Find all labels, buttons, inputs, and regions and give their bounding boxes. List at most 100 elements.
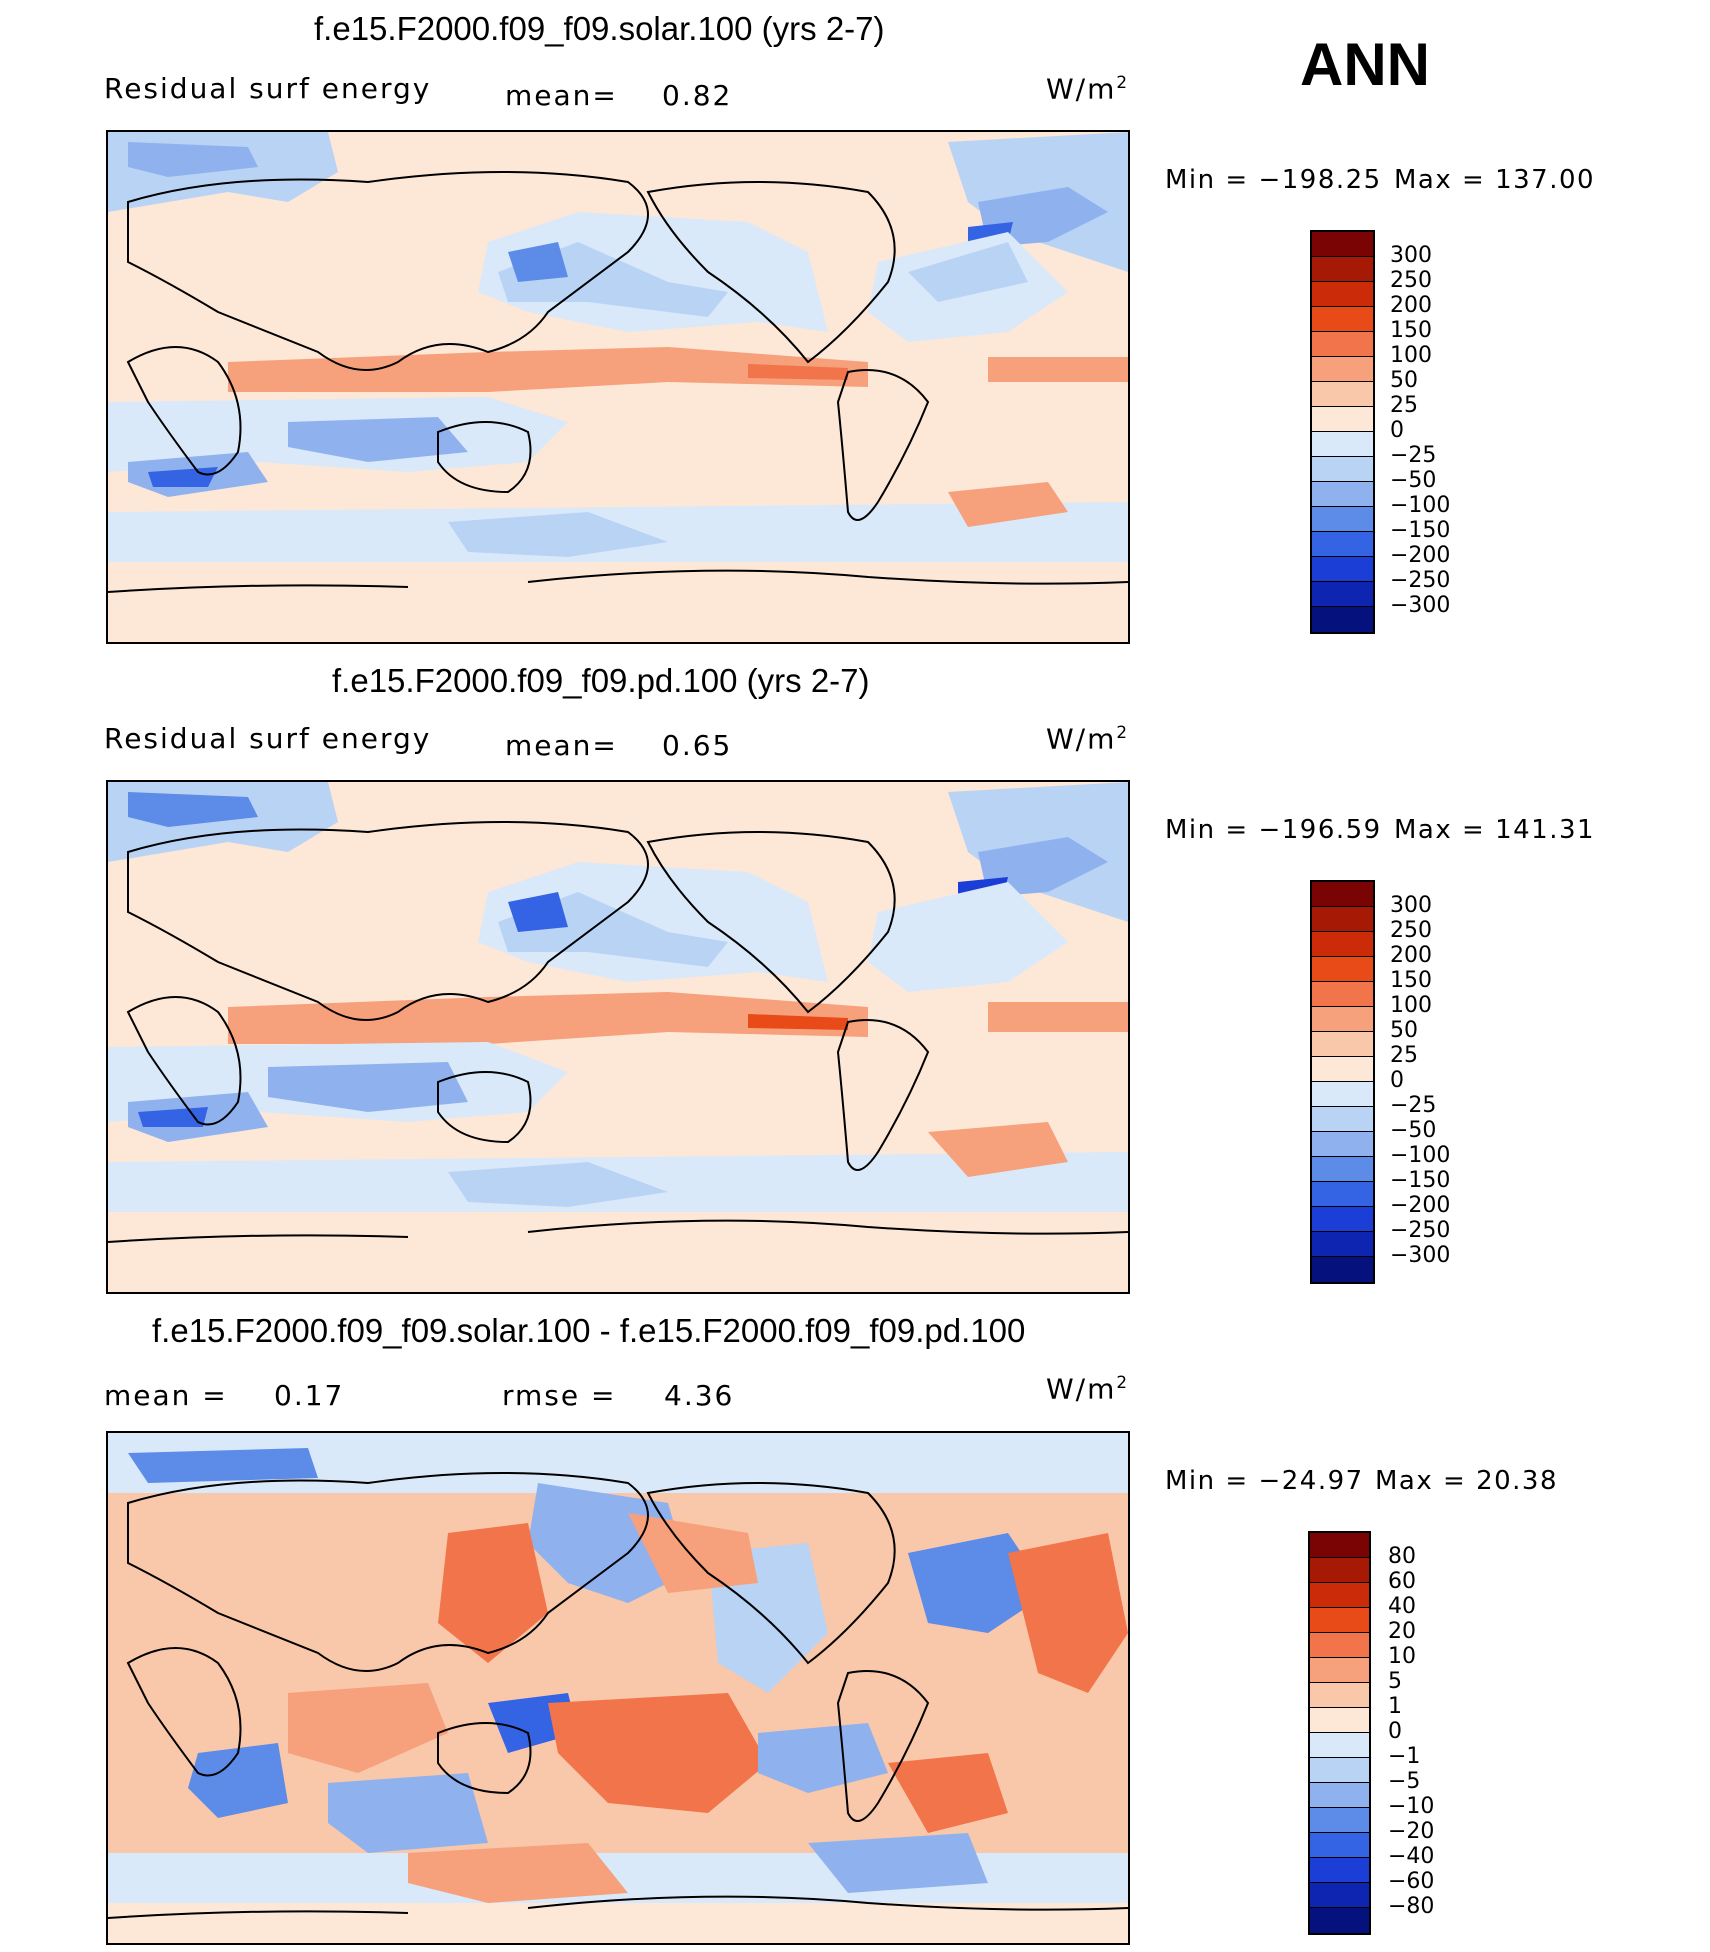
panel2-mean-label: mean= <box>505 729 618 762</box>
panel1-map <box>106 130 1130 644</box>
colorbar-swatch <box>1310 1908 1369 1933</box>
colorbar-swatch <box>1310 1658 1369 1683</box>
colorbar-tick-label: −300 <box>1390 593 1451 618</box>
panel1-mean-label: mean= <box>505 79 618 112</box>
colorbar-swatch <box>1312 557 1373 582</box>
colorbar-swatch <box>1310 1583 1369 1608</box>
panel1-title: f.e15.F2000.f09_f09.solar.100 (yrs 2-7) <box>314 10 885 47</box>
colorbar-swatch <box>1312 332 1373 357</box>
colorbar-swatch <box>1312 1182 1373 1207</box>
colorbar-tick-label: −300 <box>1390 1243 1451 1268</box>
colorbar-swatch <box>1312 432 1373 457</box>
colorbar-tick-label: −50 <box>1390 468 1437 493</box>
colorbar-swatch <box>1310 1608 1369 1633</box>
panel3-title: f.e15.F2000.f09_f09.solar.100 - f.e15.F2… <box>152 1312 1026 1349</box>
colorbar-swatch <box>1312 882 1373 907</box>
colorbar-tick-label: 0 <box>1388 1719 1402 1744</box>
colorbar-swatch <box>1310 1533 1369 1558</box>
colorbar-swatch <box>1312 532 1373 557</box>
colorbar-tick-label: 25 <box>1390 1043 1418 1068</box>
panel1-colorbar <box>1310 230 1375 634</box>
panel3-map <box>106 1431 1130 1945</box>
colorbar-swatch <box>1312 1107 1373 1132</box>
colorbar-tick-label: 100 <box>1390 343 1432 368</box>
colorbar-tick-label: −1 <box>1388 1744 1421 1769</box>
panel1-left-label: Residual surf energy <box>104 72 432 105</box>
colorbar-swatch <box>1312 1032 1373 1057</box>
colorbar-tick-label: 25 <box>1390 393 1418 418</box>
colorbar-tick-label: −80 <box>1388 1894 1435 1919</box>
colorbar-tick-label: 150 <box>1390 968 1432 993</box>
panel3-max: Max = 20.38 <box>1375 1466 1558 1496</box>
colorbar-tick-label: 50 <box>1390 368 1418 393</box>
colorbar-tick-label: 150 <box>1390 318 1432 343</box>
colorbar-swatch <box>1312 1007 1373 1032</box>
colorbar-swatch <box>1310 1558 1369 1583</box>
colorbar-swatch <box>1310 1858 1369 1883</box>
colorbar-swatch <box>1310 1708 1369 1733</box>
colorbar-tick-label: −250 <box>1390 568 1451 593</box>
colorbar-swatch <box>1312 982 1373 1007</box>
colorbar-tick-label: −5 <box>1388 1769 1421 1794</box>
colorbar-swatch <box>1312 1257 1373 1282</box>
colorbar-swatch <box>1312 1082 1373 1107</box>
panel3-mean-label: mean = <box>104 1379 228 1412</box>
colorbar-swatch <box>1312 482 1373 507</box>
panel3-mean-value: 0.17 <box>274 1379 345 1412</box>
colorbar-tick-label: −200 <box>1390 1193 1451 1218</box>
colorbar-swatch <box>1312 357 1373 382</box>
colorbar-tick-label: 100 <box>1390 993 1432 1018</box>
panel2-left-label: Residual surf energy <box>104 722 432 755</box>
panel2-units: W/m2 <box>1046 722 1130 756</box>
panel3-rmse-label: rmse = <box>502 1379 617 1412</box>
colorbar-tick-label: 200 <box>1390 293 1432 318</box>
panel2-map <box>106 780 1130 1294</box>
panel1-colorbar-labels: 300 250 200 150 100 50 25 0 −25 −50 −100 −150 −200 −2… <box>1390 243 1450 618</box>
colorbar-tick-label: −100 <box>1390 493 1451 518</box>
colorbar-tick-label: 250 <box>1390 918 1432 943</box>
colorbar-swatch <box>1312 1132 1373 1157</box>
panel1-units: W/m2 <box>1046 72 1130 106</box>
colorbar-tick-label: 10 <box>1388 1644 1416 1669</box>
colorbar-swatch <box>1312 407 1373 432</box>
colorbar-swatch <box>1312 457 1373 482</box>
colorbar-swatch <box>1312 507 1373 532</box>
colorbar-tick-label: −40 <box>1388 1844 1435 1869</box>
panel3-rmse-value: 4.36 <box>664 1379 735 1412</box>
panel2-title: f.e15.F2000.f09_f09.pd.100 (yrs 2-7) <box>332 662 870 699</box>
colorbar-swatch <box>1312 382 1373 407</box>
panel1-min: Min = −198.25 <box>1165 165 1382 195</box>
colorbar-tick-label: −60 <box>1388 1869 1435 1894</box>
panel1-mean-value: 0.82 <box>662 79 733 112</box>
colorbar-swatch <box>1310 1783 1369 1808</box>
colorbar-swatch <box>1310 1833 1369 1858</box>
colorbar-tick-label: 5 <box>1388 1669 1402 1694</box>
colorbar-tick-label: −10 <box>1388 1794 1435 1819</box>
season-label: ANN <box>1300 31 1430 98</box>
colorbar-swatch <box>1312 1207 1373 1232</box>
colorbar-tick-label: 200 <box>1390 943 1432 968</box>
colorbar-swatch <box>1312 582 1373 607</box>
panel3-colorbar <box>1308 1531 1371 1935</box>
panel3-colorbar-labels: 80 60 40 20 10 5 1 0 −1 −5 −10 −20 −40 −60 −80 <box>1388 1544 1434 1919</box>
panel2-min: Min = −196.59 <box>1165 815 1382 845</box>
colorbar-tick-label: 0 <box>1390 418 1404 443</box>
colorbar-swatch <box>1312 307 1373 332</box>
panel2-max: Max = 141.31 <box>1394 815 1596 845</box>
colorbar-swatch <box>1312 1057 1373 1082</box>
colorbar-swatch <box>1312 932 1373 957</box>
colorbar-tick-label: −50 <box>1390 1118 1437 1143</box>
colorbar-tick-label: 20 <box>1388 1619 1416 1644</box>
panel2-colorbar-labels: 300 250 200 150 100 50 25 0 −25 −50 −100 −150 −200 −2… <box>1390 893 1450 1268</box>
panel1-max: Max = 137.00 <box>1394 165 1596 195</box>
colorbar-tick-label: 40 <box>1388 1594 1416 1619</box>
colorbar-swatch <box>1310 1683 1369 1708</box>
colorbar-tick-label: 80 <box>1388 1544 1416 1569</box>
colorbar-swatch <box>1312 607 1373 632</box>
panel2-mean-value: 0.65 <box>662 729 733 762</box>
colorbar-tick-label: −250 <box>1390 1218 1451 1243</box>
colorbar-tick-label: −25 <box>1390 1093 1437 1118</box>
colorbar-swatch <box>1312 1232 1373 1257</box>
colorbar-swatch <box>1310 1808 1369 1833</box>
colorbar-swatch <box>1310 1733 1369 1758</box>
